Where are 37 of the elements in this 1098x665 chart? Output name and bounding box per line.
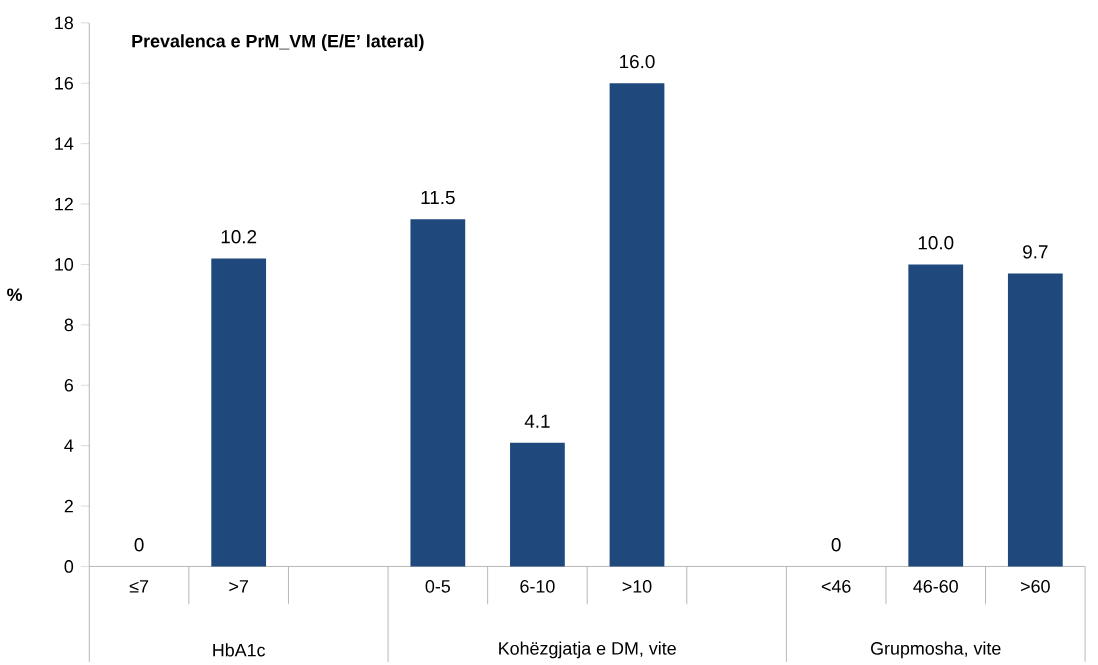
- text: Prevalenca e PrM_VM (E/E’ lateral): [132, 34, 424, 51]
- bar: [1007, 273, 1063, 567]
- x-tick-label: 46-60: [913, 580, 958, 593]
- y-tick-label: 2: [64, 499, 73, 513]
- y-tick-label: 16: [55, 76, 74, 90]
- y-axis-title: %: [7, 288, 23, 301]
- data-label: 16.0: [620, 54, 655, 69]
- x-tick-label: >10: [622, 580, 652, 593]
- y-tick-label: 8: [64, 318, 74, 332]
- data-label: 9.7: [1023, 245, 1048, 259]
- x-tick-label: ≤7: [129, 580, 149, 593]
- y-tick-label: 14: [55, 137, 74, 150]
- data-label: 11.5: [421, 191, 455, 205]
- data-label: 10.2: [221, 230, 257, 244]
- bar: [410, 219, 466, 567]
- bar: [211, 258, 267, 567]
- x-tick-label: >60: [1021, 580, 1050, 593]
- data-label: 10.0: [918, 236, 954, 250]
- y-tick-label: 6: [64, 378, 74, 392]
- data-label: 0: [134, 538, 144, 552]
- x-tick-label: <46: [821, 580, 851, 593]
- data-label: 4.1: [524, 414, 550, 428]
- x-tick-label: 6-10: [520, 580, 555, 593]
- text: Grupmosha, vite: [871, 641, 1001, 659]
- bar: [609, 83, 665, 567]
- y-tick-label: 18: [55, 16, 74, 30]
- y-tick-label: 12: [55, 197, 73, 211]
- bar: [510, 442, 565, 567]
- text: Kohëzgjatja e DM, vite: [499, 641, 676, 659]
- bar: [908, 264, 964, 567]
- y-tick-label: 4: [64, 439, 74, 452]
- y-tick-label: 10: [55, 258, 74, 271]
- x-tick-label: 0-5: [425, 580, 451, 593]
- data-label: 0: [831, 538, 841, 552]
- x-tick-label: >7: [229, 580, 248, 593]
- text: HbA1c: [213, 643, 266, 657]
- y-tick-label: 0: [64, 560, 74, 573]
